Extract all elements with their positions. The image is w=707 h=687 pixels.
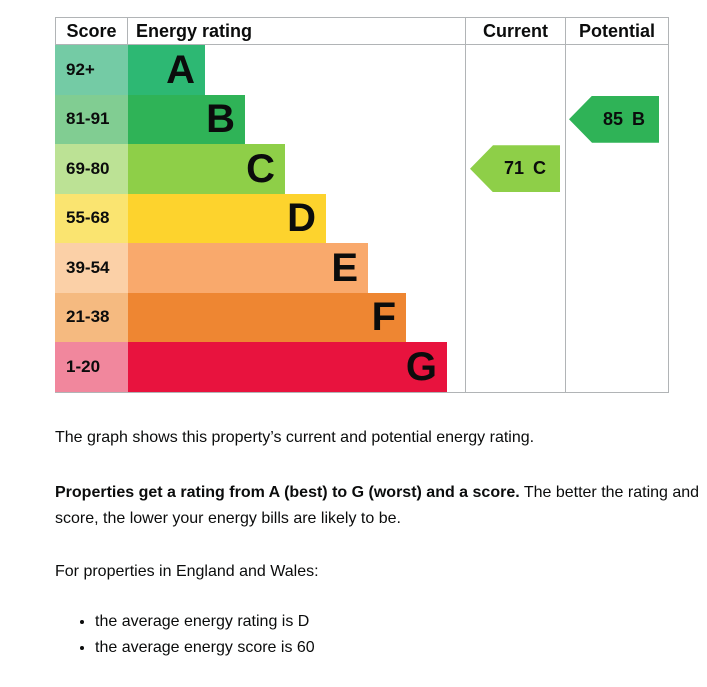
band-bar-c: C	[128, 144, 285, 194]
score-range-label-b: 81-91	[55, 94, 128, 144]
epc-chart-body: 92+ A 81-91 B 85 B 69-80 C 71 C 55-68 D 39-54 E 21-38 F…	[55, 45, 669, 392]
epc-band-row-a: 92+ A	[55, 45, 669, 95]
epc-rating-chart: Score Energy rating Current Potential 92…	[55, 17, 669, 393]
current-cell-g	[465, 342, 565, 392]
band-bar-b: B	[128, 94, 245, 144]
band-letter-e: E	[331, 245, 358, 290]
list-item-average-rating: the average energy rating is D	[95, 609, 705, 635]
score-range-label-d: 55-68	[55, 193, 128, 243]
epc-band-row-e: 39-54 E	[55, 243, 669, 293]
score-range-label-f: 21-38	[55, 292, 128, 342]
average-stats-list: the average energy rating is D the avera…	[55, 609, 705, 661]
band-letter-g: G	[405, 344, 437, 389]
arrow-score-value: 85	[602, 108, 624, 129]
current-cell-e	[465, 243, 565, 293]
energy-rating-cell-d: D	[128, 193, 465, 243]
energy-rating-cell-g: G	[128, 342, 465, 392]
epc-page: Score Energy rating Current Potential 92…	[0, 0, 707, 661]
potential-cell-e	[565, 243, 669, 293]
score-range-label-c: 69-80	[55, 144, 128, 194]
intro-paragraph: The graph shows this property’s current …	[55, 428, 535, 446]
band-letter-b: B	[206, 97, 235, 142]
band-letter-c: C	[246, 146, 275, 191]
potential-cell-g	[565, 342, 669, 392]
rating-explanation-paragraph: Properties get a rating from A (best) to…	[55, 480, 705, 531]
potential-cell-f	[565, 292, 669, 342]
band-bar-d: D	[128, 193, 326, 243]
band-bar-a: A	[128, 45, 205, 95]
epc-band-row-d: 55-68 D	[55, 193, 669, 243]
rating-explanation-rest-text: The better the rating and score, the low…	[55, 484, 700, 527]
epc-chart-header-row: Score Energy rating Current Potential	[55, 18, 669, 45]
potential-cell-c	[565, 144, 669, 194]
potential-rating-arrow: 85 B	[569, 95, 659, 143]
arrow-band-letter: C	[533, 158, 547, 179]
band-bar-f: F	[128, 292, 406, 342]
score-range-label-g: 1-20	[55, 342, 128, 392]
energy-rating-cell-f: F	[128, 292, 465, 342]
epc-band-row-g: 1-20 G	[55, 342, 669, 392]
energy-rating-cell-a: A	[128, 45, 465, 95]
epc-band-row-b: 81-91 B 85 B	[55, 94, 669, 144]
energy-rating-cell-c: C	[128, 144, 465, 194]
energy-rating-cell-b: B	[128, 94, 465, 144]
potential-cell-a	[565, 45, 669, 95]
arrow-score-value: 71	[503, 158, 525, 179]
band-letter-a: A	[166, 47, 195, 92]
current-cell-f	[465, 292, 565, 342]
current-column-header: Current	[465, 18, 565, 44]
score-column-header: Score	[55, 18, 128, 44]
potential-cell-d	[565, 193, 669, 243]
description-section: The graph shows this property’s current …	[55, 425, 705, 662]
current-cell-b	[465, 94, 565, 144]
epc-band-row-c: 69-80 C 71 C	[55, 144, 669, 194]
current-cell-a	[465, 45, 565, 95]
band-letter-d: D	[287, 196, 316, 241]
region-heading: For properties in England and Wales:	[55, 563, 319, 581]
band-bar-e: E	[128, 243, 368, 293]
current-rating-arrow: 71 C	[470, 145, 560, 193]
current-cell-c: 71 C	[465, 144, 565, 194]
score-range-label-a: 92+	[55, 45, 128, 95]
arrow-band-letter: B	[632, 108, 646, 129]
potential-cell-b: 85 B	[565, 94, 669, 144]
epc-band-row-f: 21-38 F	[55, 292, 669, 342]
energy-rating-column-header: Energy rating	[136, 20, 253, 41]
band-bar-g: G	[128, 342, 447, 392]
energy-rating-cell-e: E	[128, 243, 465, 293]
list-item-average-score: the average energy score is 60	[95, 635, 705, 661]
current-cell-d	[465, 193, 565, 243]
potential-column-header: Potential	[565, 18, 669, 44]
band-letter-f: F	[371, 295, 396, 340]
rating-explanation-bold-text: Properties get a rating from A (best) to…	[55, 484, 520, 502]
score-range-label-e: 39-54	[55, 243, 128, 293]
